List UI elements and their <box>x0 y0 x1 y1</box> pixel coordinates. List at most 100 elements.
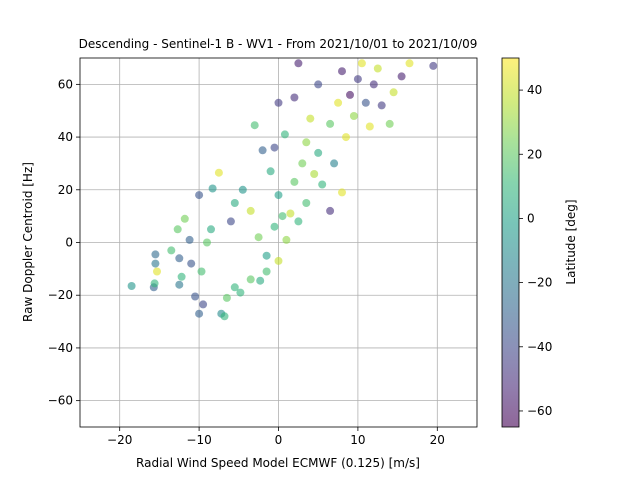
y-tick-label: 60 <box>58 77 73 91</box>
scatter-point <box>349 112 358 120</box>
scatter-point <box>246 206 255 215</box>
scatter-point <box>226 217 235 226</box>
scatter-point <box>230 199 239 207</box>
scatter-point <box>236 288 245 297</box>
scatter-point <box>290 93 299 102</box>
y-tick-label: −20 <box>48 288 73 302</box>
x-tick-label: 10 <box>350 433 365 447</box>
scatter-point <box>220 312 229 321</box>
scatter-point <box>369 80 378 89</box>
scatter-point <box>177 272 186 281</box>
chart-title: Descending - Sentinel-1 B - WV1 - From 2… <box>79 37 478 51</box>
scatter-point <box>203 238 211 247</box>
colorbar-tick-label: −60 <box>527 404 552 418</box>
y-tick-label: 0 <box>65 236 73 250</box>
colorbar-label: Latitude [deg] <box>564 199 578 284</box>
scatter-point <box>207 225 215 234</box>
scatter-point <box>294 217 303 226</box>
scatter-point <box>389 88 398 97</box>
scatter-point <box>302 138 311 147</box>
scatter-point <box>262 267 271 276</box>
scatter-point <box>274 256 283 265</box>
colorbar <box>502 58 519 427</box>
scatter-point <box>167 246 176 255</box>
scatter-point <box>256 276 265 285</box>
scatter-point <box>282 235 291 244</box>
scatter-point <box>298 159 307 168</box>
scatter-point <box>342 133 350 142</box>
scatter-point <box>302 199 311 207</box>
scatter-point <box>197 267 206 276</box>
scatter-point <box>314 148 323 157</box>
scatter-point <box>314 80 323 89</box>
scatter-point <box>274 98 283 107</box>
scatter-point <box>280 130 289 139</box>
x-tick-label: −10 <box>186 433 211 447</box>
scatter-point <box>306 114 315 123</box>
scatter-points <box>127 59 438 321</box>
x-tick-label: 20 <box>430 433 445 447</box>
scatter-point <box>266 167 275 176</box>
scatter-point <box>294 59 303 68</box>
grid-lines <box>80 58 477 427</box>
y-tick-label: 20 <box>58 183 73 197</box>
scatter-point <box>429 61 438 70</box>
scatter-point <box>195 191 204 200</box>
x-tick-label: 0 <box>275 433 283 447</box>
scatter-point <box>187 259 196 268</box>
y-tick-label: −40 <box>48 341 73 355</box>
scatter-point <box>185 235 194 244</box>
scatter-point <box>208 184 217 193</box>
scatter-point <box>246 275 255 284</box>
scatter-point <box>338 188 346 197</box>
scatter-point <box>258 146 267 155</box>
colorbar-frame <box>501 57 520 428</box>
x-tick-label: −20 <box>107 433 132 447</box>
scatter-point <box>180 214 189 223</box>
scatter-point <box>270 222 279 231</box>
colorbar-tick-label: 40 <box>527 83 542 97</box>
scatter-point <box>278 212 287 221</box>
y-axis-ticks: −60 −40 −20 0 20 40 60 <box>48 77 80 408</box>
scatter-point <box>175 280 184 289</box>
colorbar-tick-label: 0 <box>527 211 535 225</box>
scatter-point <box>199 300 208 309</box>
scatter-point <box>326 206 335 215</box>
scatter-point <box>274 191 283 200</box>
scatter-point <box>173 225 182 234</box>
scatter-point <box>153 267 161 276</box>
scatter-point <box>214 168 223 177</box>
scatter-point <box>373 64 382 73</box>
scatter-point <box>361 98 370 107</box>
scatter-point <box>250 121 259 130</box>
y-tick-label: −60 <box>48 394 73 408</box>
scatter-point <box>310 170 319 178</box>
scatter-point <box>238 185 247 194</box>
scatter-point <box>127 282 136 290</box>
scatter-point <box>151 259 160 268</box>
y-axis-label: Raw Doppler Centroid [Hz] <box>21 162 35 322</box>
scatter-point <box>270 143 279 152</box>
scatter-point <box>262 251 271 260</box>
colorbar-tick-label: −20 <box>527 276 552 290</box>
scatter-point <box>353 75 362 84</box>
scatter-point <box>318 180 327 189</box>
y-tick-label: 40 <box>58 130 73 144</box>
scatter-point <box>191 292 200 301</box>
scatter-point <box>222 293 231 302</box>
scatter-point <box>405 59 414 68</box>
scatter-point <box>326 119 335 128</box>
scatter-point <box>175 254 184 263</box>
scatter-point <box>230 283 239 292</box>
scatter-point <box>334 98 343 107</box>
scatter-point <box>286 209 295 218</box>
colorbar-ticks: −60 −40 −20 0 20 40 <box>519 83 552 418</box>
scatter-point <box>254 233 263 242</box>
scatter-point <box>330 159 339 168</box>
scatter-point <box>377 101 386 110</box>
x-axis-label: Radial Wind Speed Model ECMWF (0.125) [m… <box>136 456 420 470</box>
scatter-point <box>150 279 159 288</box>
scatter-point <box>365 122 374 131</box>
colorbar-tick-label: −40 <box>527 340 552 354</box>
